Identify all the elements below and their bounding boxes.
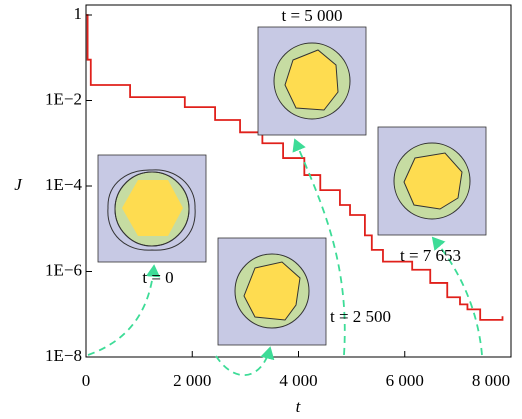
x-tick-label: 6 000	[386, 371, 424, 390]
inset-t7653	[377, 126, 487, 236]
inset-t0	[97, 154, 207, 263]
y-tick-label: 1E−8	[45, 346, 82, 365]
x-axis-label: t	[296, 397, 302, 416]
arrow	[87, 264, 161, 356]
x-tick-label: 4 000	[279, 371, 317, 390]
x-tick-label: 0	[82, 371, 91, 390]
y-tick-label: 1E−2	[45, 89, 82, 108]
annotation: t = 2 500	[330, 307, 391, 326]
arrow	[431, 236, 483, 356]
annotation: t = 7 653	[400, 246, 461, 265]
arrow	[215, 346, 275, 376]
y-axis-label: J	[14, 175, 23, 194]
step-line	[86, 14, 504, 321]
y-tick-label: 1E−4	[45, 175, 82, 194]
x-tick-label: 2 000	[173, 371, 211, 390]
arrow	[292, 138, 346, 356]
y-tick-label: 1	[74, 4, 83, 23]
inset-t5000	[257, 26, 367, 136]
plot-area	[86, 14, 504, 321]
y-tick-label: 1E−6	[45, 260, 82, 279]
annotation: t = 5 000	[281, 6, 342, 25]
x-tick-label: 8 000	[472, 371, 510, 390]
inset-t2500	[217, 237, 327, 346]
annotation: t = 0	[142, 268, 173, 287]
